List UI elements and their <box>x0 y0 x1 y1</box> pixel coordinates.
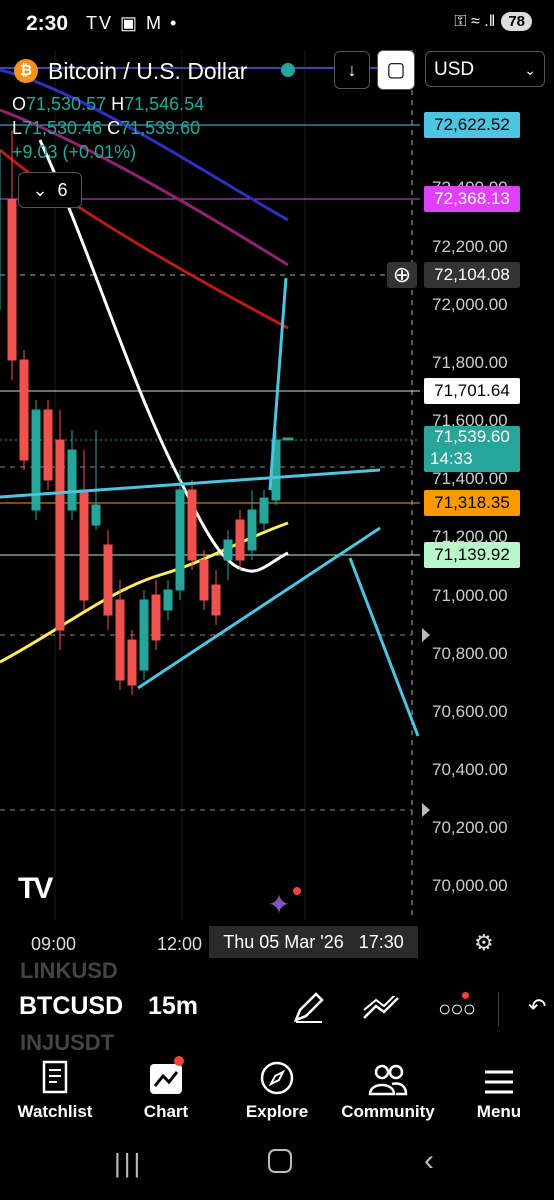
price-tag-cyan: 72,622.52 <box>424 112 520 138</box>
symbol-switcher[interactable]: LINKUSD BTCUSD 15m INJUSDT ○○○ ↶ <box>0 960 554 1052</box>
notification-dot <box>462 992 469 999</box>
price-label: 70,200.00 <box>432 818 508 837</box>
bottom-tab-bar: Watchlist Chart Explore Community Menu <box>0 1052 554 1132</box>
tab-label: Menu <box>476 1102 522 1121</box>
system-icons: ⚿ ≈ .‖ 78 <box>454 12 532 31</box>
status-bar: 2:30 TV ▣ M • ⚿ ≈ .‖ 78 <box>0 0 554 52</box>
price-label: 71,600.00 <box>432 411 508 430</box>
ai-assistant-sparkle-icon[interactable]: ✦ <box>267 889 291 920</box>
next-symbol[interactable]: INJUSDT <box>20 1030 115 1052</box>
system-navigation-bar: ||| ‹ <box>0 1132 554 1200</box>
clock: 2:30 <box>26 12 69 35</box>
chart-icon <box>150 1064 182 1094</box>
time-label: 09:00 <box>31 934 77 954</box>
price-label: 71,800.00 <box>432 353 508 372</box>
current-price: 71,539.60 <box>434 427 510 446</box>
price-tag-orange: 71,318.35 <box>424 490 520 516</box>
tab-chart[interactable]: Chart <box>116 1052 216 1122</box>
watchlist-icon <box>42 1060 68 1094</box>
ohlc-line-2: L71,530.46 C71,539.60 <box>12 118 201 138</box>
tradingview-logo: TV <box>18 872 53 905</box>
price-label: 71,200.00 <box>432 527 508 546</box>
price-label: 72,000.00 <box>432 295 508 314</box>
current-price-tag: 71,539.60 14:33 <box>424 426 520 472</box>
tab-community[interactable]: Community <box>338 1052 438 1122</box>
tab-explore[interactable]: Explore <box>227 1052 327 1122</box>
candles <box>0 130 294 695</box>
chevron-down-icon: ⌄ <box>32 180 48 200</box>
tab-watchlist[interactable]: Watchlist <box>5 1052 105 1122</box>
compass-icon <box>260 1061 294 1095</box>
currency-value: USD <box>434 59 475 80</box>
market-status-dot <box>281 63 295 77</box>
back-icon[interactable]: ‹ <box>424 1144 434 1177</box>
price-label: 70,400.00 <box>432 760 508 779</box>
price-label: 71,400.00 <box>432 469 508 488</box>
tab-label: Explore <box>245 1102 309 1121</box>
hamburger-menu-icon <box>485 1070 513 1094</box>
more-options-icon[interactable]: ○○○ <box>438 996 476 1021</box>
prev-symbol[interactable]: LINKUSD <box>20 960 118 983</box>
community-icon <box>368 1064 408 1096</box>
interval-button[interactable]: 15m <box>148 992 199 1020</box>
drawing-lines[interactable] <box>0 277 420 737</box>
download-icon[interactable]: ↓ <box>334 51 370 89</box>
tab-label: Chart <box>143 1102 189 1121</box>
notification-icons: TV ▣ M • <box>86 13 179 33</box>
price-tag-magenta: 72,368.13 <box>424 186 520 212</box>
home-icon[interactable] <box>268 1149 292 1173</box>
price-label: 70,600.00 <box>432 702 508 721</box>
tab-label: Community <box>341 1102 435 1121</box>
time-label: 12:00 <box>157 934 203 954</box>
battery-icon: 78 <box>501 12 532 31</box>
recent-apps-icon[interactable]: ||| <box>114 1148 144 1178</box>
add-alert-plus-icon[interactable]: ⊕ <box>387 262 417 288</box>
fullscreen-icon[interactable]: ▢ <box>377 50 415 90</box>
chart-settings-gear-icon[interactable]: ⚙ <box>474 930 494 955</box>
bitcoin-logo-icon: ₿ <box>14 59 38 83</box>
indicators-count: 6 <box>57 180 68 200</box>
price-label: 72,200.00 <box>432 237 508 256</box>
pencil-draw-icon[interactable] <box>292 992 324 1024</box>
bar-countdown: 14:33 <box>430 449 473 468</box>
currency-select[interactable]: USD ⌄ <box>425 51 545 87</box>
tab-label: Watchlist <box>17 1102 93 1121</box>
undo-icon[interactable]: ↶ <box>528 994 547 1019</box>
divider <box>498 992 499 1026</box>
tab-menu[interactable]: Menu <box>449 1052 549 1122</box>
crosshair-time-tag: Thu 05 Mar '26 17:30 <box>209 926 418 958</box>
price-change: +9.03 (+0.01%) <box>12 142 137 162</box>
price-tag-crosshair: 72,104.08 <box>424 262 520 288</box>
price-label: 71,000.00 <box>432 586 508 605</box>
key-wifi-signal-icon: ⚿ ≈ .‖ <box>454 13 496 30</box>
chevron-down-icon: ⌄ <box>524 62 536 78</box>
ohlc-line-1: O71,530.57 H71,546.54 <box>12 94 205 114</box>
price-tag-white: 71,701.64 <box>424 378 520 404</box>
price-tag-green: 71,139.92 <box>424 542 520 568</box>
price-label: 70,000.00 <box>432 876 508 895</box>
notification-dot <box>293 887 301 895</box>
current-symbol[interactable]: BTCUSD <box>19 992 124 1020</box>
symbol-title[interactable]: Bitcoin / U.S. Dollar <box>48 58 248 84</box>
trend-line-icon[interactable] <box>362 996 400 1022</box>
indicators-toggle[interactable]: ⌄ 6 <box>18 172 82 208</box>
notification-dot <box>174 1056 184 1066</box>
price-label: 70,800.00 <box>432 644 508 663</box>
